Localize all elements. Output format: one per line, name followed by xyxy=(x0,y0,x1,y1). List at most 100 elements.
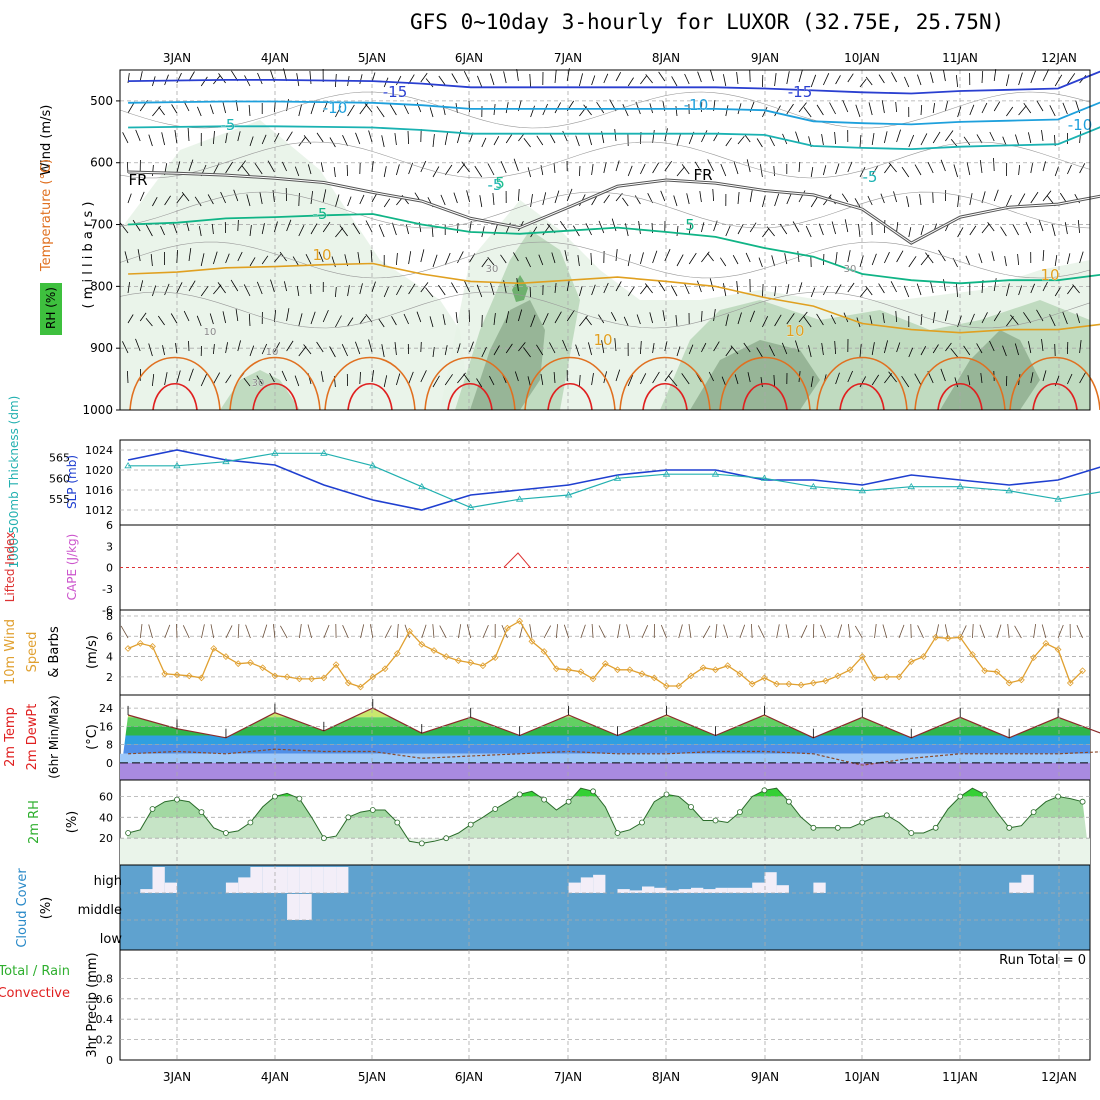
wind-barb xyxy=(274,221,278,233)
cloud-bar-high-4 xyxy=(225,882,239,893)
wind-barb xyxy=(1042,281,1048,292)
wind-barb xyxy=(152,374,155,387)
wind-barb xyxy=(914,373,922,386)
wind-barb xyxy=(425,78,434,88)
wind10m-barb-64 xyxy=(898,624,905,639)
wind-barb xyxy=(281,370,287,382)
wind-barb xyxy=(615,249,618,262)
wind-barb xyxy=(981,191,986,204)
wind-barb xyxy=(463,280,470,293)
wind10m-barb-11 xyxy=(245,624,251,639)
cloud-bar-high-19 xyxy=(642,886,655,893)
wind-barb xyxy=(457,251,464,264)
wind-barb xyxy=(152,197,158,207)
wind-barb xyxy=(518,309,523,322)
wind-barb xyxy=(867,195,873,206)
wind-barb xyxy=(408,283,416,295)
wind-barb xyxy=(916,283,922,296)
rh2m-marker-33 xyxy=(516,791,523,798)
wind-barb xyxy=(122,132,129,144)
wind-barb xyxy=(871,374,880,386)
rh-band-2 xyxy=(120,817,1090,839)
wind10m-marker-6 xyxy=(185,672,193,680)
wind10m-marker-35 xyxy=(540,648,548,655)
wind-barb xyxy=(394,342,397,356)
warm-isotherm-bump-9 xyxy=(914,356,1006,411)
rh2m-marker-63 xyxy=(883,812,890,819)
wind-barb xyxy=(127,370,129,384)
bottom-date-label-7: 9JAN xyxy=(751,1070,779,1084)
wind-barb xyxy=(566,309,575,322)
wind-barb xyxy=(871,342,875,356)
rh-legend-swatch xyxy=(40,283,62,335)
wind-barb xyxy=(135,129,141,142)
wind-barb xyxy=(559,220,568,232)
wind-barb xyxy=(859,134,862,148)
cloud-bar-high-23 xyxy=(691,887,704,893)
wind-barb xyxy=(444,164,453,176)
wind-barb xyxy=(978,253,983,264)
wind-barb xyxy=(708,371,714,382)
cloud-bar-high-7 xyxy=(262,867,275,893)
wind10m-barb-47 xyxy=(688,624,692,639)
wind-barb xyxy=(237,340,241,352)
wind10m-marker-34 xyxy=(528,637,536,645)
rh2m-marker-39 xyxy=(590,788,596,795)
wind-barb xyxy=(1079,251,1084,264)
wind10m-barb-72 xyxy=(996,624,1002,639)
wind-barb xyxy=(378,224,385,238)
wind-barb xyxy=(954,377,958,388)
wind10m-barb-7 xyxy=(201,624,205,639)
temp-low-band xyxy=(120,753,1090,763)
temp-below-zero-band xyxy=(120,762,1090,780)
warm-isotherm-bump-5 xyxy=(524,356,616,411)
wind-barb xyxy=(859,344,862,358)
wind-barb xyxy=(493,136,500,146)
contour-label-9: -5 xyxy=(313,205,328,223)
wind-barb xyxy=(139,191,145,202)
wind-barb xyxy=(481,258,489,268)
wind-barb xyxy=(286,131,293,142)
temp2m-ytick-0: 0 xyxy=(106,757,113,770)
wind-barb xyxy=(1004,256,1007,267)
wind10m-barb-36 xyxy=(555,624,558,639)
wind-barb xyxy=(331,256,336,268)
cloud-bar-middle-1 xyxy=(287,894,300,920)
temp2m-ytick-24: 24 xyxy=(99,702,113,715)
wind-barb xyxy=(749,222,757,233)
wind-barb xyxy=(514,371,519,382)
temp2m-label-3: (6hr Min/Max) xyxy=(47,695,61,779)
wind-barb xyxy=(269,373,275,383)
cloud-bar-high-25 xyxy=(715,887,728,893)
cloud-bar-high-29 xyxy=(764,872,777,893)
wind-barb xyxy=(371,281,376,293)
wind10m-ytick-8: 8 xyxy=(106,610,113,623)
wind10m-frame xyxy=(119,609,1091,696)
wind-barb xyxy=(798,102,807,113)
wind-barb xyxy=(901,375,910,388)
wind-barb xyxy=(451,73,458,84)
wind-barb xyxy=(713,341,720,352)
wind-barb xyxy=(188,159,194,172)
wind-barb xyxy=(989,340,995,352)
wind-barb xyxy=(701,310,703,323)
wind-barb xyxy=(652,162,660,174)
wind-barb xyxy=(890,281,897,293)
wind-barb xyxy=(884,131,888,144)
wind-barb xyxy=(987,221,995,232)
wind10m-marker-77 xyxy=(1054,646,1062,653)
isotherm-minus5 xyxy=(128,125,1100,151)
wind-barb xyxy=(871,165,879,176)
wind-barb xyxy=(816,313,824,326)
wind-barb xyxy=(188,248,192,262)
wind-barb xyxy=(139,312,147,322)
wind10m-barb-70 xyxy=(972,623,974,639)
wind-barb xyxy=(943,279,946,292)
wind-barb xyxy=(505,311,509,324)
wind-barb xyxy=(920,313,923,326)
wind-barb xyxy=(347,285,350,297)
wind10m-barb-15 xyxy=(298,624,302,639)
wind-barb xyxy=(173,223,178,234)
wind-barb xyxy=(529,73,531,88)
wind-barb xyxy=(365,313,373,323)
